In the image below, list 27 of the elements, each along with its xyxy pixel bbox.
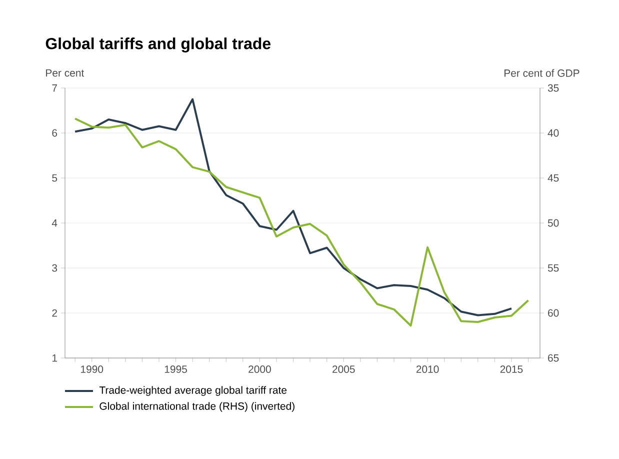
chart-title: Global tariffs and global trade (46, 38, 271, 52)
y2-tick-label: 65 (548, 354, 559, 362)
y2-tick-label: 50 (548, 219, 559, 227)
x-tick-label: 2015 (500, 366, 523, 373)
y-tick-label: 7 (52, 84, 57, 92)
y-axis-title: Per cent (46, 69, 84, 77)
x-tick-label: 1990 (81, 366, 104, 373)
y2-tick-label: 45 (548, 174, 559, 182)
y-tick-label: 4 (52, 219, 58, 227)
y-tick-label: 2 (52, 309, 57, 317)
y-tick-label: 3 (52, 264, 58, 272)
y2-tick-label: 60 (548, 309, 559, 317)
y2-axis-title: Per cent of GDP (504, 69, 580, 77)
x-tick-label: 2010 (416, 366, 439, 373)
x-tick-label: 1995 (164, 366, 187, 373)
line-series (74, 98, 512, 316)
y2-tick-label: 40 (548, 129, 559, 137)
y-tick-label: 6 (52, 129, 58, 137)
legend-label: Global international trade (RHS) (inverted) (100, 402, 294, 412)
line-series (74, 118, 530, 327)
y2-tick-label: 35 (548, 84, 559, 92)
x-tick-label: 2005 (332, 366, 355, 373)
legend-label: Trade-weighted average global tariff rate (99, 386, 287, 396)
y2-tick-label: 55 (548, 264, 559, 272)
y-tick-label: 1 (52, 354, 57, 362)
x-tick-label: 2000 (248, 366, 271, 373)
y-tick-label: 5 (52, 174, 58, 182)
